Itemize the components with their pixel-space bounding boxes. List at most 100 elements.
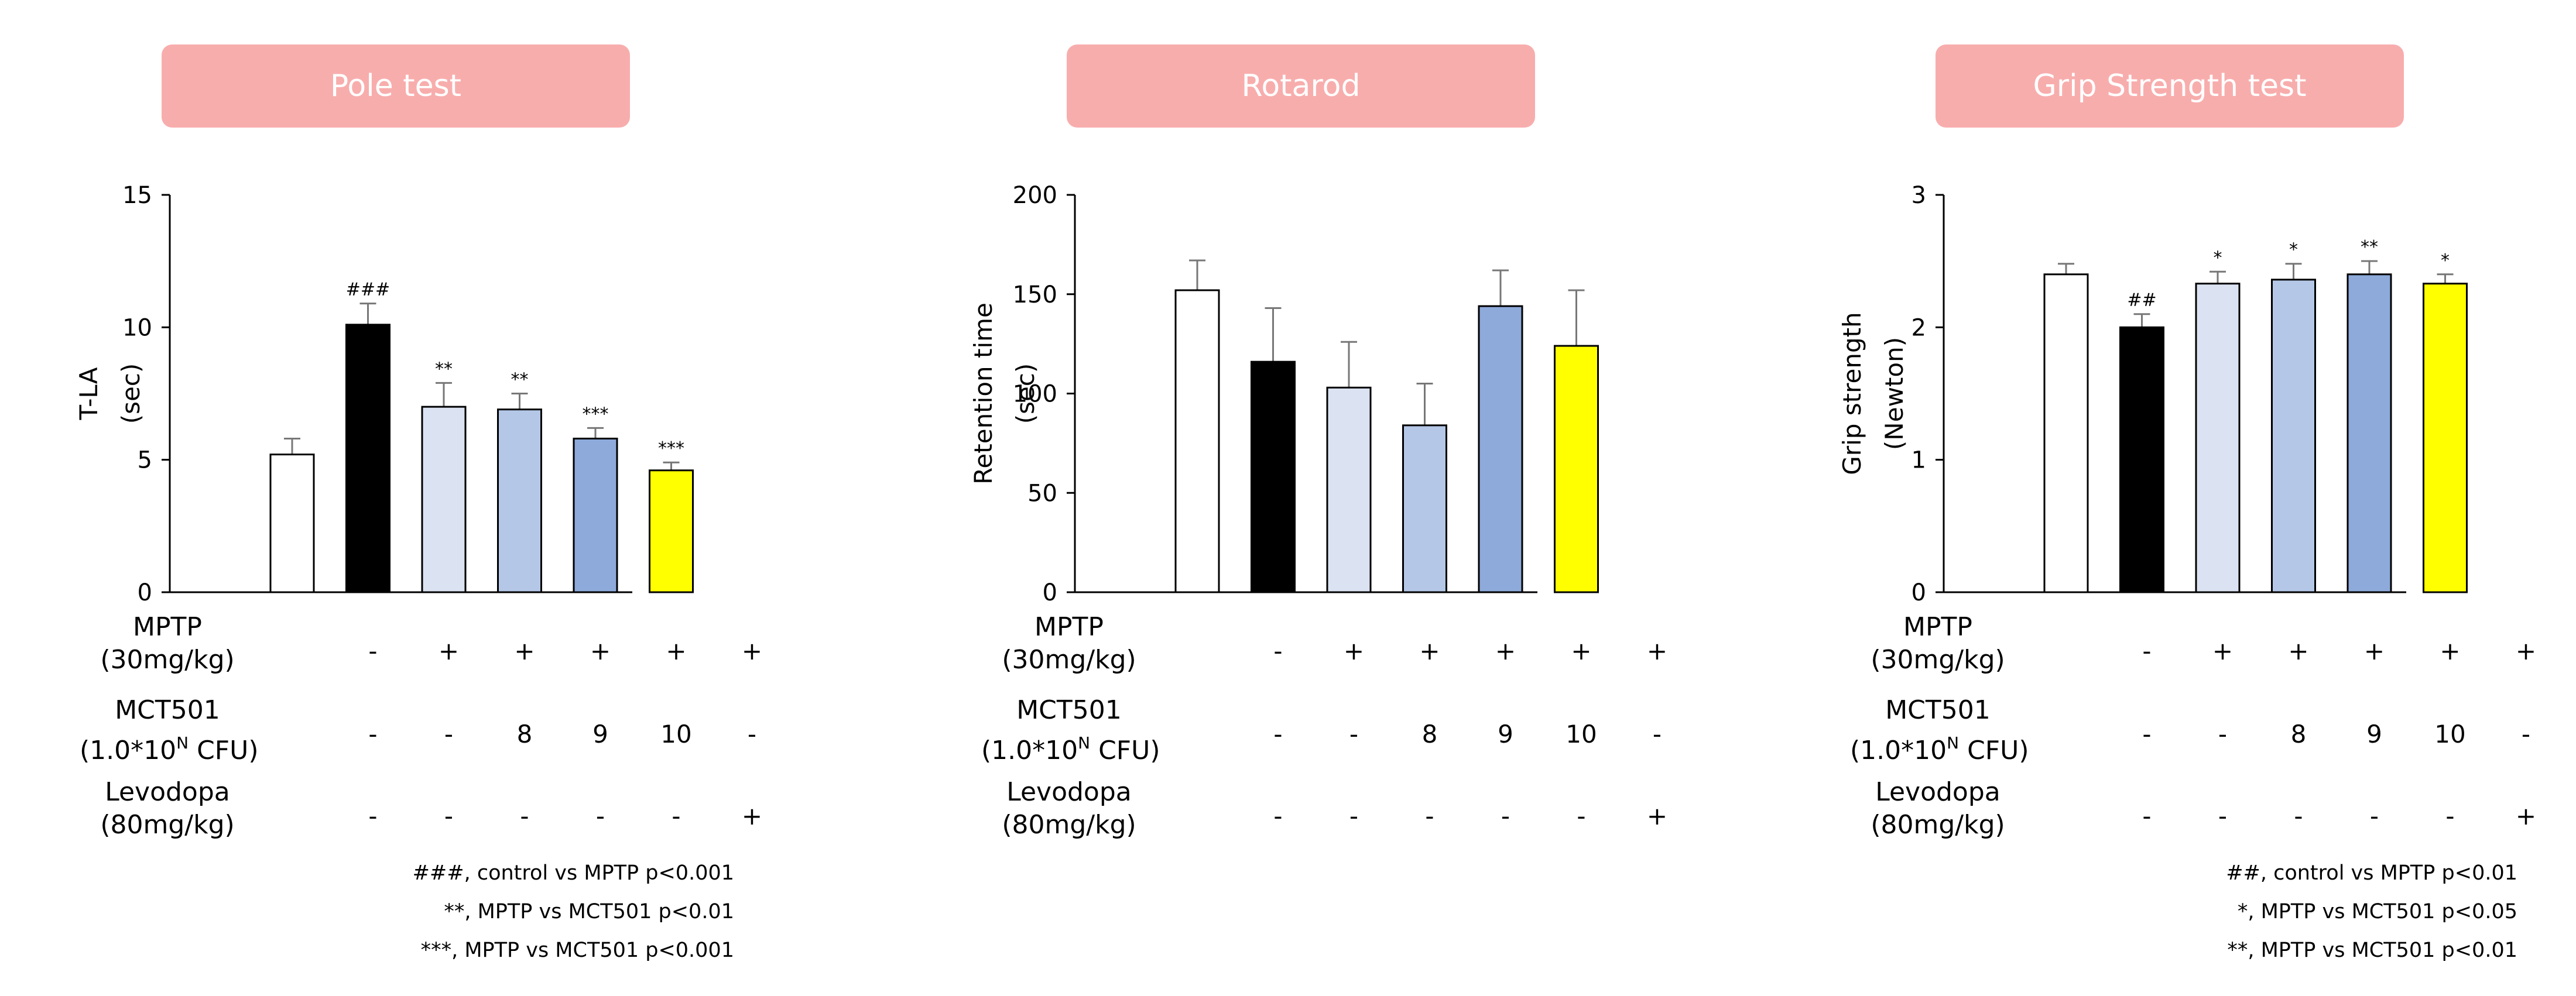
bar [1326,386,1372,593]
label-text: (1.0*10 [1850,736,1947,765]
condition-label-levodopa: Levodopa (80mg/kg) [80,776,255,842]
condition-label-line: (30mg/kg) [100,645,235,675]
condition-value: - [2445,802,2455,830]
footnote: ***, MPTP vs MCT501 p<0.001 [420,939,734,962]
superscript: N [176,733,189,753]
condition-label-line: (1.0*10N CFU) [80,727,259,767]
y-tick-label: 2 [1912,314,1926,341]
bar [1478,305,1523,593]
y-axis-title: T-LA [74,367,103,420]
condition-label-line: MCT501 [1885,695,1991,725]
condition-value: - [2521,720,2531,748]
condition-value: + [1646,802,1668,830]
superscript: N [1078,733,1091,753]
condition-value: - [444,802,454,830]
condition-value: - [2294,802,2303,830]
condition-value: - [1501,802,1510,830]
y-tick-label: 0 [138,579,152,606]
condition-label-line: (80mg/kg) [100,810,235,840]
footnote: ##, control vs MPTP p<0.01 [2226,861,2517,885]
bar [1251,360,1296,593]
label-text: (1.0*10 [80,736,177,765]
panel-title: Grip Strength test [1936,44,2404,128]
condition-value: 10 [2434,720,2466,748]
condition-value: - [368,720,378,748]
significance-label: ** [511,370,529,390]
condition-value: - [1273,637,1283,665]
significance-label: * [2441,250,2450,271]
condition-label-line: MCT501 [115,695,220,725]
condition-value: + [2515,637,2537,665]
panel-title: Pole test [162,44,630,128]
y-axis-title: Grip strength [1838,312,1866,475]
y-axis-title: (sec) [1011,363,1040,424]
condition-label-mptp: MPTP (30mg/kg) [80,611,255,676]
condition-value: 8 [516,720,533,748]
condition-value: - [747,720,757,748]
condition-label-line: (30mg/kg) [1002,645,1136,675]
condition-value: - [520,802,529,830]
condition-value: - [2142,802,2152,830]
condition-label-levodopa: Levodopa (80mg/kg) [981,776,1157,842]
significance-label: * [2289,240,2298,260]
label-text: CFU) [1090,736,1160,765]
y-tick-label: 200 [1013,182,1057,209]
y-tick-label: 10 [122,314,152,341]
condition-value: - [1577,802,1586,830]
chart-panel: Rotarod 0 50 100 150 200 Retention time (sec) MP… [905,0,1763,996]
condition-value: + [741,637,763,665]
condition-value: 10 [1566,720,1597,748]
condition-label-mct501: MCT501 (1.0*10N CFU) [80,694,259,767]
chart-panel: Pole test 0 5 10 15 T-LA (sec) ### ** ** *** *** MPT… [0,0,858,996]
condition-value: + [2363,637,2385,665]
footnote: ###, control vs MPTP p<0.001 [412,861,734,885]
condition-label-mct501: MCT501 (1.0*10N CFU) [981,694,1160,767]
bar [1174,289,1220,593]
significance-label: * [2214,248,2222,268]
condition-value: + [741,802,763,830]
y-axis-title: Retention time [969,303,998,485]
bar [2043,273,2089,593]
bar [649,469,694,593]
y-axis-title: (Newton) [1880,337,1909,450]
y-tick-label: 3 [1912,182,1926,209]
label-text: (1.0*10 [981,736,1078,765]
bar [1402,424,1447,593]
condition-value: + [2440,637,2461,665]
condition-value: + [1646,637,1668,665]
condition-label-line: Levodopa [105,777,230,807]
condition-value: + [2515,802,2537,830]
condition-label-line: (30mg/kg) [1871,645,2005,675]
significance-label: *** [658,438,684,459]
condition-value: - [672,802,681,830]
panel-title: Rotarod [1067,44,1535,128]
condition-value: + [666,637,687,665]
condition-value: - [368,637,378,665]
condition-label-line: Levodopa [1875,777,2000,807]
bar [1554,345,1599,593]
condition-label-line: (1.0*10N CFU) [981,727,1160,767]
y-tick-label: 0 [1043,579,1057,606]
y-tick-label: 15 [122,182,152,209]
bar [345,324,390,593]
condition-label-mptp: MPTP (30mg/kg) [1850,611,2026,676]
footnote: **, MPTP vs MCT501 p<0.01 [444,900,734,923]
condition-value: + [2288,637,2309,665]
condition-value: 10 [660,720,692,748]
condition-value: - [1273,802,1283,830]
y-tick-label: 1 [1912,447,1926,474]
condition-value: 9 [1498,720,1513,748]
condition-label-line: MCT501 [1016,695,1122,725]
condition-value: + [1495,637,1516,665]
superscript: N [1947,733,1960,753]
y-tick-label: 50 [1027,480,1057,507]
condition-value: + [1571,637,1592,665]
condition-label-line: (80mg/kg) [1002,810,1136,840]
y-tick-label: 5 [138,447,152,474]
condition-value: - [1349,720,1359,748]
footnote: **, MPTP vs MCT501 p<0.01 [2227,939,2517,962]
condition-label-line: Levodopa [1006,777,1132,807]
label-text: CFU) [189,736,259,765]
